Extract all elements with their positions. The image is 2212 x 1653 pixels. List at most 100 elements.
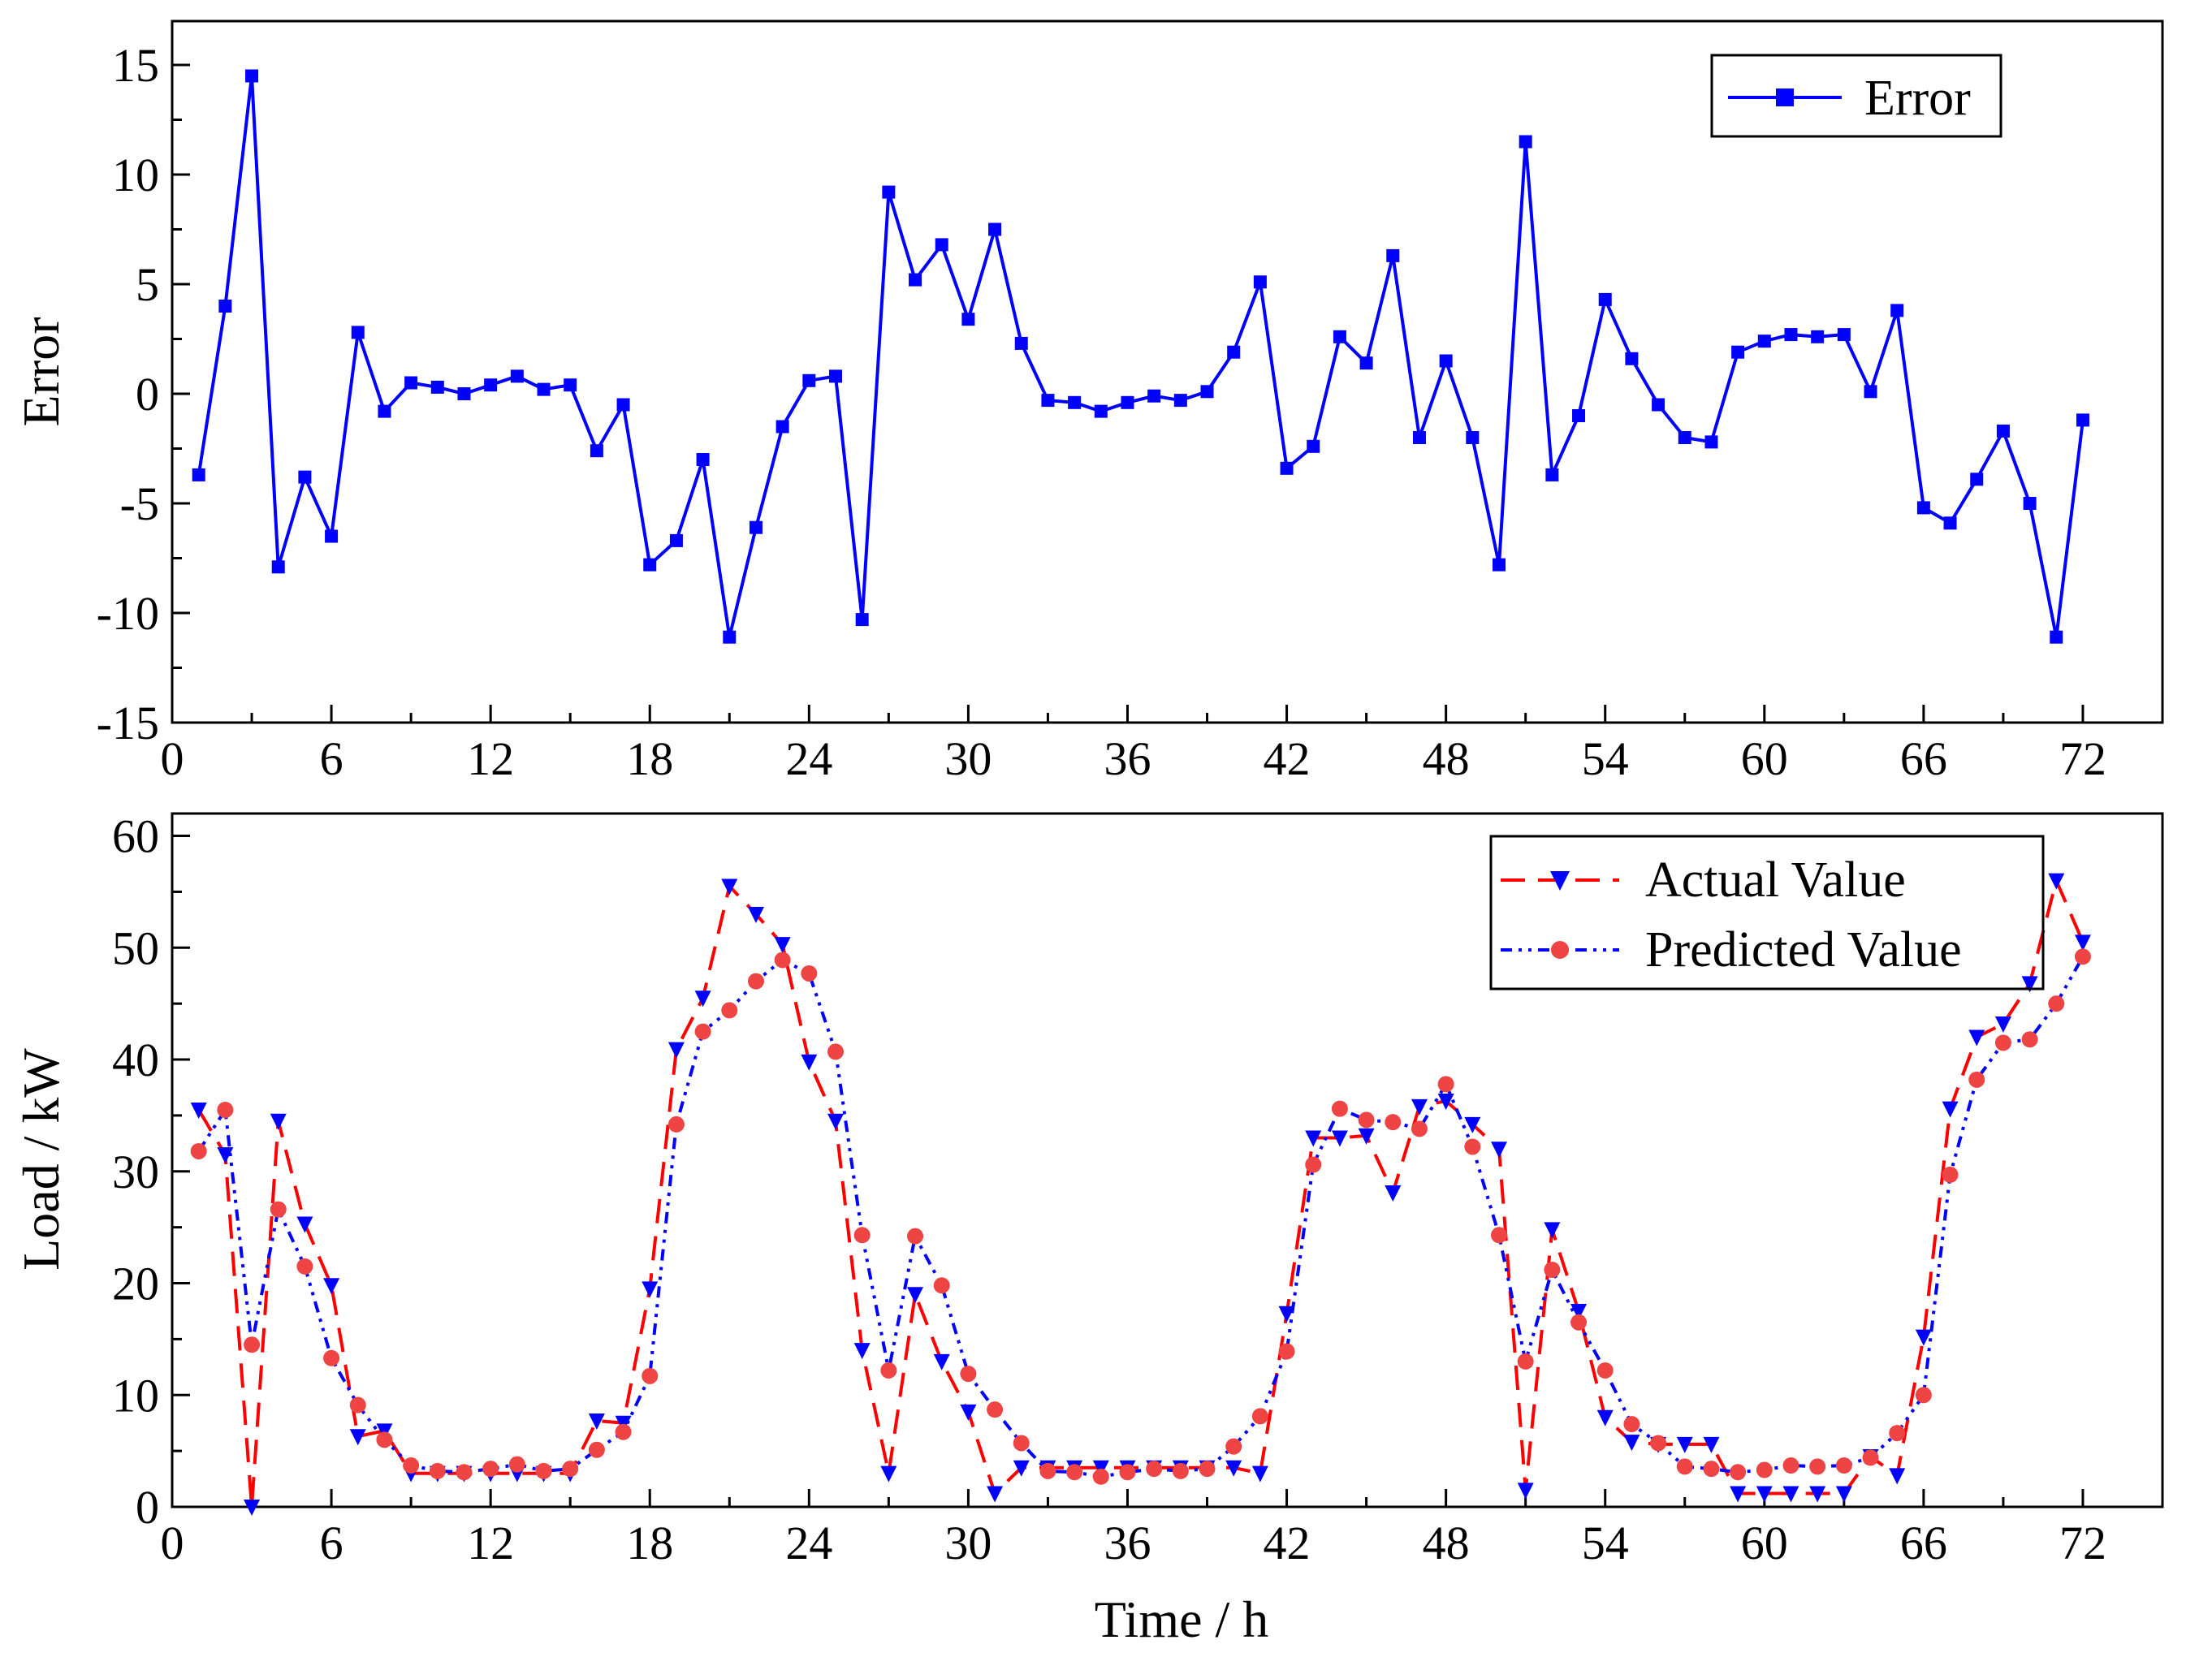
load-point-predicted-value: [217, 1102, 234, 1119]
load-point-predicted-value: [244, 1336, 261, 1353]
load-point-predicted-value: [827, 1043, 844, 1060]
load-point-predicted-value: [323, 1349, 340, 1366]
legend-error-marker: [1776, 88, 1794, 106]
error-x-tick-label: 66: [1900, 732, 1947, 785]
error-point-error: [430, 380, 444, 394]
load-point-actual-value: [1889, 1468, 1906, 1485]
error-point-error: [484, 378, 498, 392]
load-series-line-predicted-value: [197, 956, 2085, 1478]
load-point-actual-value: [1968, 1029, 1985, 1047]
error-point-error: [1466, 431, 1480, 444]
load-point-predicted-value: [615, 1423, 632, 1440]
error-y-axis-label: Error: [12, 317, 70, 426]
load-point-actual-value: [880, 1465, 897, 1483]
error-axis-ticks: [171, 63, 2085, 724]
error-point-error: [1943, 516, 1957, 530]
error-series-line-error: [197, 76, 2085, 638]
error-point-error: [643, 558, 657, 572]
load-point-predicted-value: [880, 1362, 897, 1379]
load-point-actual-value: [270, 1113, 287, 1130]
load-point-predicted-value: [1889, 1425, 1906, 1442]
load-point-predicted-value: [747, 973, 764, 990]
load-x-tick-label: 24: [785, 1517, 832, 1569]
load-point-actual-value: [987, 1486, 1004, 1503]
load-point-predicted-value: [190, 1142, 207, 1159]
error-point-error: [1996, 424, 2010, 438]
load-x-axis-label: Time / h: [1095, 1590, 1269, 1648]
legend-actual-marker: [1550, 871, 1570, 891]
load-point-predicted-value: [1756, 1461, 1773, 1478]
load-point-predicted-value: [1411, 1120, 1428, 1137]
load-point-actual-value: [1013, 1460, 1030, 1477]
load-point-actual-value: [907, 1287, 924, 1304]
load-point-predicted-value: [1544, 1261, 1561, 1278]
error-point-error: [1121, 395, 1134, 409]
load-point-predicted-value: [694, 1023, 711, 1040]
load-plot-frame: [171, 812, 2164, 1508]
error-point-error: [1864, 385, 1877, 399]
error-point-error: [537, 382, 551, 396]
load-point-actual-value: [2074, 934, 2091, 952]
error-axis-tick-labels: 0 6 12 18 24 30 36 42 48 54 60 66 72 -15 -10 -5 0 5 10 15: [97, 39, 2106, 785]
error-point-error: [1916, 501, 1930, 515]
load-point-predicted-value: [1915, 1387, 1932, 1404]
load-legend-box: [1489, 835, 2045, 991]
error-point-error: [1572, 409, 1586, 422]
load-point-predicted-value: [1596, 1362, 1614, 1379]
load-point-predicted-value: [933, 1277, 950, 1294]
load-point-actual-value: [217, 1147, 234, 1164]
error-x-tick-label: 60: [1741, 732, 1788, 785]
error-point-error: [510, 369, 524, 383]
error-point-error: [1493, 558, 1506, 572]
load-point-predicted-value: [1623, 1416, 1640, 1433]
load-point-actual-value: [801, 1054, 818, 1071]
load-point-predicted-value: [508, 1456, 525, 1473]
error-point-error: [2076, 413, 2089, 427]
error-point-error: [1731, 345, 1745, 359]
error-point-error: [1784, 328, 1798, 342]
load-point-actual-value: [1676, 1436, 1693, 1453]
load-point-predicted-value: [907, 1228, 924, 1245]
load-point-predicted-value: [296, 1258, 313, 1275]
error-x-tick-label: 48: [1423, 732, 1470, 785]
error-point-error: [961, 313, 975, 326]
load-legend: Actual Value Predicted Value: [1489, 835, 2045, 991]
error-legend-box: [1710, 54, 2002, 138]
load-point-actual-value: [1517, 1483, 1534, 1500]
error-y-tick-label: -10: [97, 587, 159, 640]
load-point-actual-value: [2048, 873, 2065, 890]
error-point-error: [1068, 395, 1082, 409]
error-point-error: [1307, 439, 1320, 453]
error-point-error: [1333, 330, 1346, 343]
load-point-predicted-value: [482, 1461, 499, 1478]
load-x-tick-label: 0: [161, 1517, 184, 1569]
error-x-tick-label: 36: [1104, 732, 1151, 785]
load-point-actual-value: [1756, 1486, 1773, 1503]
load-point-predicted-value: [1968, 1071, 1985, 1088]
error-y-tick-label: -5: [120, 477, 159, 530]
error-x-tick-label: 72: [2059, 732, 2106, 785]
error-point-error: [590, 444, 603, 458]
load-point-actual-value: [244, 1500, 261, 1516]
load-point-actual-value: [1358, 1128, 1375, 1145]
load-point-actual-value: [1596, 1409, 1614, 1426]
load-point-actual-value: [747, 906, 764, 923]
load-x-tick-label: 60: [1741, 1517, 1788, 1569]
load-point-actual-value: [1278, 1306, 1295, 1323]
load-point-predicted-value: [1092, 1468, 1109, 1485]
error-point-error: [909, 273, 922, 287]
error-point-error: [749, 520, 763, 534]
error-point-error: [1757, 334, 1771, 348]
load-point-actual-value: [1385, 1185, 1402, 1202]
load-point-predicted-value: [349, 1396, 366, 1413]
load-point-predicted-value: [1942, 1166, 1959, 1183]
load-point-predicted-value: [1199, 1461, 1216, 1478]
load-point-predicted-value: [1809, 1458, 1826, 1475]
load-x-tick-label: 72: [2059, 1517, 2106, 1569]
load-point-actual-value: [1251, 1465, 1268, 1483]
error-y-tick-label: 5: [136, 258, 159, 311]
load-point-actual-value: [1915, 1329, 1932, 1346]
load-point-predicted-value: [1013, 1435, 1030, 1452]
load-point-predicted-value: [1039, 1462, 1056, 1479]
load-point-actual-value: [960, 1404, 977, 1421]
